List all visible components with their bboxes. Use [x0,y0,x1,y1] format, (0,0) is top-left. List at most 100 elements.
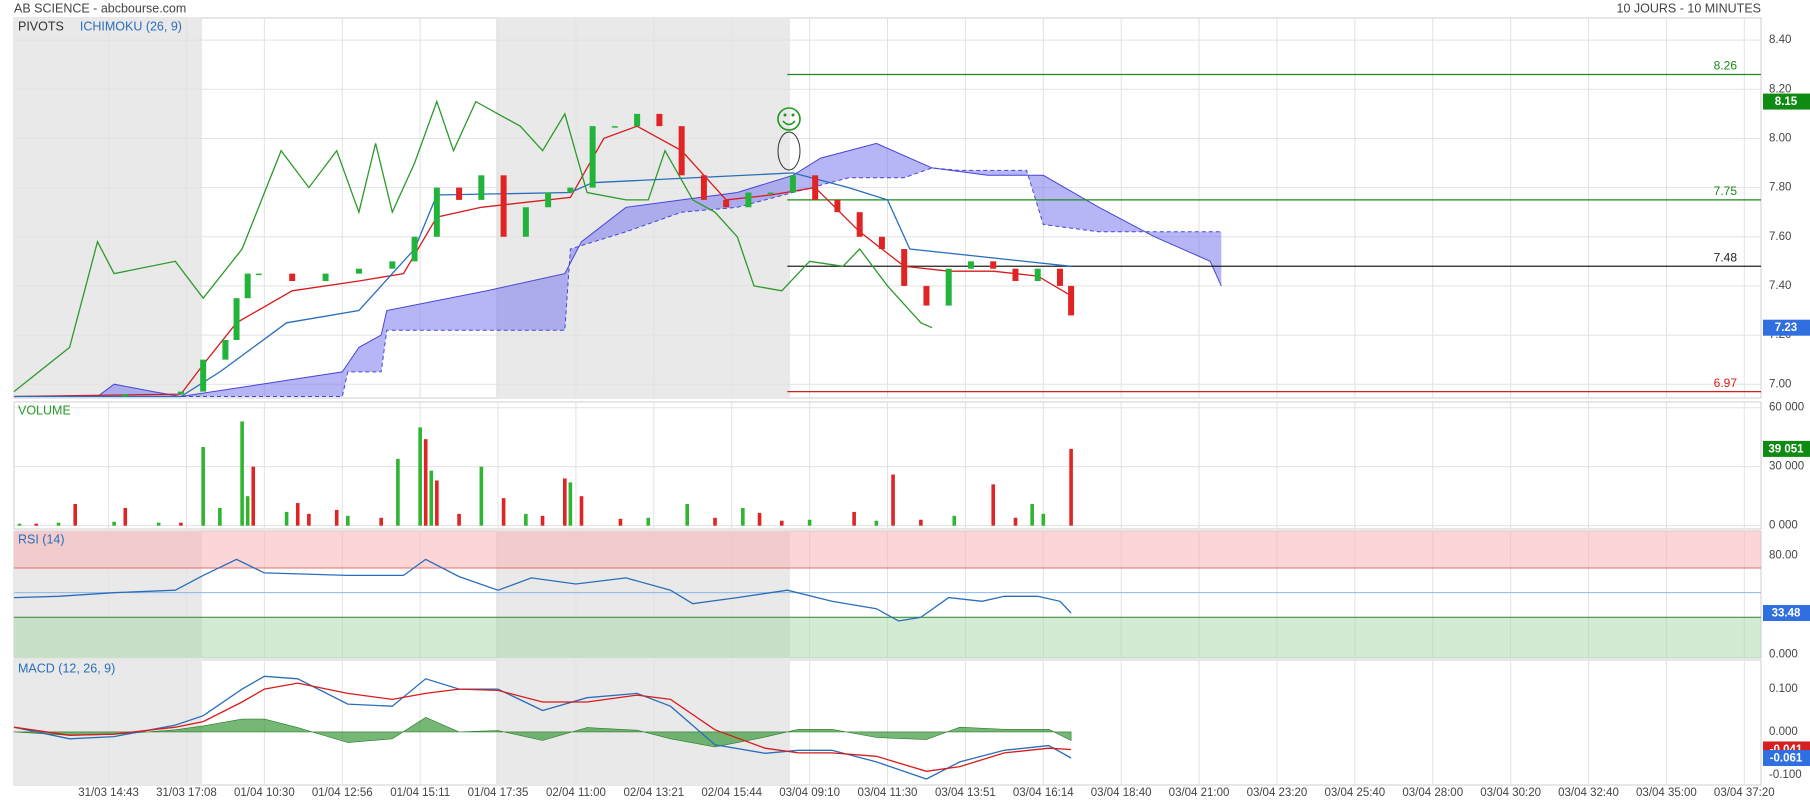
x-tick-label: 03/04 21:00 [1169,787,1230,799]
candle [745,192,752,208]
volume-bar [295,503,300,526]
volume-bar [457,513,461,526]
session-shade [14,660,202,785]
volume-bar [713,517,717,526]
x-tick-label: 03/04 23:20 [1247,787,1308,799]
candle [433,187,440,237]
last-value-label: 7.23 [1775,322,1797,334]
volume-bar [563,478,567,526]
candle [1068,285,1075,316]
volume-bar [741,507,745,526]
y-tick-label: 7.60 [1769,231,1791,243]
x-tick-label: 03/04 28:00 [1402,787,1463,799]
oversold-zone [14,617,1761,658]
candle [233,298,240,340]
y-tick-label: 8.00 [1769,132,1791,144]
x-tick-label: 02/04 11:00 [546,787,606,799]
candle [545,192,552,208]
volume-bar [245,496,250,526]
pivot-label: 8.26 [1714,59,1738,73]
y-tick-label: 8.40 [1769,34,1791,46]
candle [990,261,997,269]
x-tick-label: 01/04 10:30 [234,787,295,799]
candle [834,199,841,213]
series-line [13,675,1072,780]
histogram-area [13,717,1072,748]
candle [567,187,574,193]
candle [923,285,930,306]
series-line [13,558,1072,622]
volume-bar [618,518,623,526]
y-tick-label: 8.20 [1769,83,1791,95]
volume-bar [991,484,996,526]
volume-bar [218,507,222,526]
candle [500,175,507,237]
volume-bar [779,520,784,526]
volume-bar [1013,517,1018,526]
smiley-part [783,113,787,117]
candle [255,273,262,276]
x-tick-label: 02/04 15:44 [701,787,762,799]
candle [200,359,207,392]
volume-bar [179,522,183,526]
volume-bar [479,466,484,526]
smiley-part [777,131,801,171]
smiley-part [782,120,796,126]
x-tick-label: 03/04 16:14 [1013,787,1074,799]
candle [678,126,685,176]
candle [122,394,129,397]
smiley-part [777,107,801,131]
y-tick-label: 7.40 [1769,280,1791,292]
candle [355,268,362,274]
pivot-label: 6.97 [1714,376,1738,390]
volume-bar [396,458,400,526]
last-value-label: 33.48 [1772,608,1801,620]
smiley-annotation [777,107,801,171]
volume-bar [1041,513,1046,526]
panel-label: ICHIMOKU (26, 9) [80,19,182,33]
candle [700,175,707,200]
volume-bar [423,439,428,526]
panel-label: MACD (12, 26, 9) [18,661,115,675]
x-tick-label: 03/04 11:30 [858,787,918,799]
candle [322,273,329,282]
volume-bar [524,513,528,526]
volume-bar [284,511,289,526]
last-value-tag [1763,440,1810,457]
volume-bar [201,447,205,526]
candle [812,175,819,200]
header-period: 10 JOURS - 10 MINUTES [1617,1,1761,15]
volume-bar [251,466,256,526]
volume-bar [874,520,879,526]
volume-bar [123,507,128,526]
volume-bar [307,513,311,526]
candle [767,192,774,195]
volume-bar [952,515,957,526]
volume-bar [429,470,434,526]
volume-bar [240,421,244,526]
y-tick-label: 0.100 [1769,683,1798,695]
candle [522,207,529,237]
candle [222,339,229,360]
header-title: AB SCIENCE - abcbourse.com [14,1,186,15]
series-line [13,99,933,393]
y-tick-label: 0 000 [1769,520,1798,532]
x-tick-label: 03/04 30:20 [1480,787,1541,799]
volume-bar [757,512,762,526]
x-tick-label: 03/04 18:40 [1091,787,1152,799]
volume-bar [34,523,39,526]
volume-bar [156,522,161,526]
y-tick-label: 30 000 [1769,461,1804,473]
candle [856,212,863,237]
volume-bar [56,522,61,526]
x-tick-label: 03/04 25:40 [1324,787,1385,799]
session-shade [496,660,790,785]
volume-bar [346,515,350,526]
x-tick-label: 31/03 17:08 [156,787,217,799]
x-tick-label: 01/04 15:11 [390,787,450,799]
x-tick-label: 03/04 09:10 [779,787,840,799]
volume-bar [435,480,439,526]
last-value-tag [1763,750,1810,767]
volume-bar [1069,448,1073,526]
